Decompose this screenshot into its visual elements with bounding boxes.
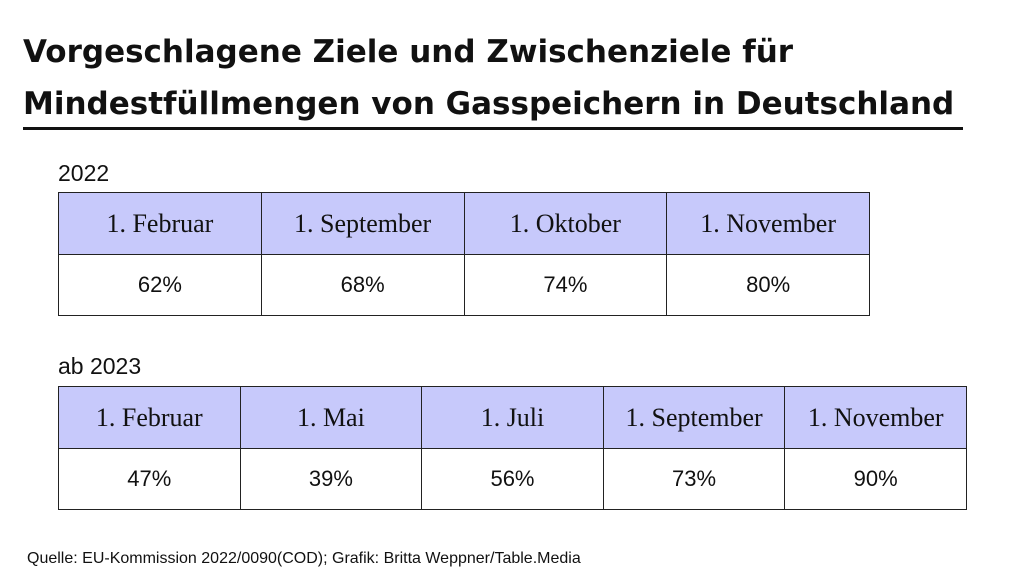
source-note: Quelle: EU-Kommission 2022/0090(COD); Gr…: [27, 550, 581, 567]
header-cell: 1. November: [666, 192, 870, 255]
table-header-row: 1. Februar 1. Mai 1. Juli 1. September 1…: [58, 386, 967, 449]
header-cell: 1. Mai: [239, 386, 423, 449]
value-cell: 73%: [602, 448, 786, 510]
title-line-1: Vorgeschlagene Ziele und Zwischenziele f…: [23, 34, 794, 70]
value-cell: 68%: [260, 254, 465, 316]
value-cell: 90%: [784, 448, 967, 510]
section-label-2022: 2022: [58, 160, 110, 186]
chart-title: Vorgeschlagene Ziele und Zwischenziele f…: [23, 26, 963, 130]
header-cell: 1. Juli: [421, 386, 604, 449]
table-2023: 1. Februar 1. Mai 1. Juli 1. September 1…: [58, 386, 967, 510]
header-cell: 1. September: [260, 192, 465, 255]
table-value-row: 62% 68% 74% 80%: [58, 254, 870, 316]
header-cell: 1. Februar: [58, 386, 241, 449]
value-cell: 47%: [58, 448, 241, 510]
title-underline: [23, 127, 963, 130]
value-cell: 74%: [463, 254, 668, 316]
table-value-row: 47% 39% 56% 73% 90%: [58, 448, 967, 510]
value-cell: 39%: [239, 448, 423, 510]
header-cell: 1. September: [602, 386, 786, 449]
value-cell: 62%: [58, 254, 262, 316]
table-2022: 1. Februar 1. September 1. Oktober 1. No…: [58, 192, 870, 316]
header-cell: 1. November: [784, 386, 967, 449]
header-cell: 1. Februar: [58, 192, 262, 255]
section-label-2023: ab 2023: [58, 353, 142, 379]
value-cell: 80%: [666, 254, 870, 316]
table-header-row: 1. Februar 1. September 1. Oktober 1. No…: [58, 192, 870, 255]
title-line-2: Mindestfüllmengen von Gasspeichern in De…: [23, 86, 955, 122]
header-cell: 1. Oktober: [463, 192, 668, 255]
value-cell: 56%: [421, 448, 604, 510]
